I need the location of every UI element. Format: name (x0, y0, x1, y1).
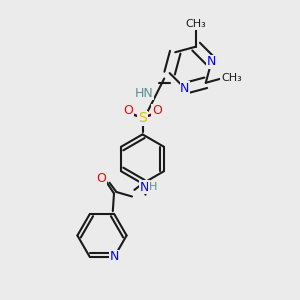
Text: N: N (180, 82, 190, 95)
Text: N: N (140, 181, 149, 194)
Text: N: N (207, 56, 216, 68)
Text: CH₃: CH₃ (221, 73, 242, 83)
Text: N: N (110, 250, 119, 263)
Text: S: S (138, 112, 147, 125)
Text: HN: HN (135, 87, 153, 100)
Text: CH₃: CH₃ (186, 19, 206, 29)
Text: H: H (149, 182, 157, 192)
Text: O: O (152, 104, 162, 117)
Text: O: O (123, 104, 133, 117)
Text: O: O (96, 172, 106, 185)
